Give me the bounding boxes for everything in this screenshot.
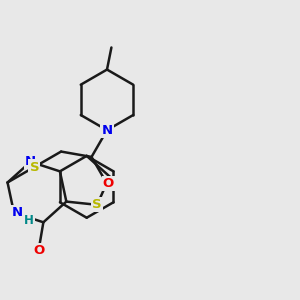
- Text: O: O: [103, 177, 114, 190]
- Text: N: N: [12, 206, 23, 219]
- Text: H: H: [24, 214, 34, 227]
- Text: N: N: [25, 155, 36, 168]
- Text: S: S: [29, 160, 39, 173]
- Text: O: O: [33, 244, 45, 257]
- Text: S: S: [92, 198, 102, 211]
- Text: N: N: [101, 124, 112, 137]
